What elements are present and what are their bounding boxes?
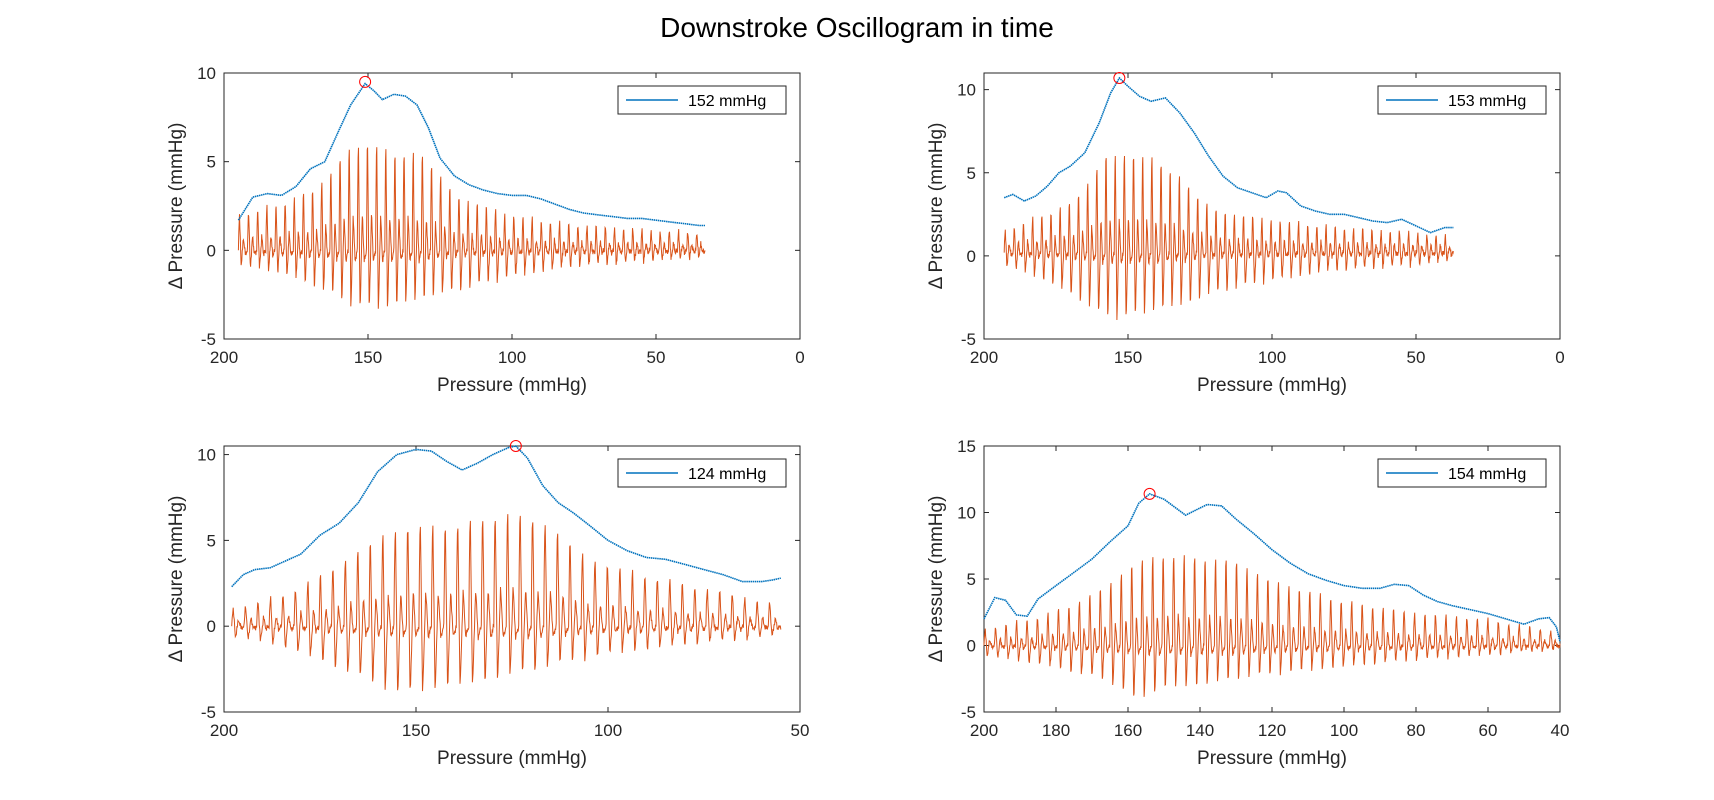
x-tick-label: 50 — [791, 721, 810, 740]
subplot-1: 200 150 100 50 0 -5 0 5 10 Pressure (mmHg) Δ Press… — [166, 64, 805, 396]
x-tick-label: 80 — [1407, 721, 1426, 740]
y-tick-label: 15 — [957, 437, 976, 456]
x-axis-label: Pressure (mmHg) — [437, 375, 587, 396]
y-axis-label: Δ Pressure (mmHg) — [926, 496, 947, 663]
y-tick-label: -5 — [201, 330, 216, 349]
oscillation-trace — [237, 147, 706, 309]
y-tick-label: 5 — [967, 164, 976, 183]
envelope-line — [237, 82, 705, 227]
y-tick-label: 5 — [967, 570, 976, 589]
axes-box — [983, 445, 1561, 713]
x-tick-label: 60 — [1479, 721, 1498, 740]
x-tick-label: 100 — [1330, 721, 1358, 740]
legend: 152 mmHg — [617, 85, 787, 115]
legend-label: 152 mmHg — [688, 93, 766, 110]
y-tick-label: 0 — [967, 247, 976, 266]
x-tick-label: 150 — [1114, 348, 1142, 367]
x-tick-label: 100 — [1258, 348, 1286, 367]
peak-marker — [509, 440, 522, 452]
y-tick-label: 10 — [197, 64, 216, 83]
legend-label: 154 mmHg — [1448, 466, 1526, 483]
legend: 124 mmHg — [617, 458, 787, 488]
x-axis-label: Pressure (mmHg) — [1197, 748, 1347, 769]
x-axis-label: Pressure (mmHg) — [437, 748, 587, 769]
y-tick-label: 10 — [197, 446, 216, 465]
x-tick-label: 150 — [402, 721, 430, 740]
x-tick-label: 50 — [647, 348, 666, 367]
peak-marker — [359, 75, 372, 88]
figure-title: Downstroke Oscillogram in time — [660, 12, 1054, 43]
x-tick-label: 100 — [498, 348, 526, 367]
y-tick-label: 10 — [957, 504, 976, 523]
x-tick-label: 0 — [1555, 348, 1564, 367]
axes-box — [223, 72, 801, 340]
y-axis-label: Δ Pressure (mmHg) — [166, 123, 187, 290]
x-tick-label: 40 — [1551, 721, 1570, 740]
envelope-line — [983, 492, 1561, 642]
x-tick-label: 0 — [795, 348, 804, 367]
subplot-3: 200 150 100 50 -5 0 5 10 Pressure (mmHg) Δ Pressu… — [166, 440, 810, 769]
x-tick-label: 200 — [970, 721, 998, 740]
x-tick-label: 200 — [970, 348, 998, 367]
oscillation-trace — [231, 514, 782, 692]
legend: 153 mmHg — [1377, 85, 1547, 115]
y-tick-label: 0 — [207, 617, 216, 636]
y-tick-label: -5 — [961, 330, 976, 349]
y-tick-label: -5 — [961, 703, 976, 722]
x-tick-label: 180 — [1042, 721, 1070, 740]
subplot-4: 200 180 160 140 120 100 80 60 40 -5 0 5 10 15 Pressure… — [926, 437, 1569, 769]
subplot-2: 200 150 100 50 0 -5 0 5 10 Pressure (mmHg) Δ Press… — [926, 71, 1565, 396]
x-tick-label: 100 — [594, 721, 622, 740]
x-tick-label: 150 — [354, 348, 382, 367]
x-tick-label: 140 — [1186, 721, 1214, 740]
peak-marker — [1113, 71, 1126, 84]
legend-label: 124 mmHg — [688, 466, 766, 483]
legend-label: 153 mmHg — [1448, 93, 1526, 110]
y-axis-label: Δ Pressure (mmHg) — [926, 123, 947, 290]
y-tick-label: 5 — [207, 531, 216, 550]
x-tick-label: 120 — [1258, 721, 1286, 740]
oscillation-trace — [983, 555, 1561, 697]
y-tick-label: 10 — [957, 81, 976, 100]
peak-marker — [1143, 487, 1156, 500]
y-axis-label: Δ Pressure (mmHg) — [166, 496, 187, 663]
legend: 154 mmHg — [1377, 458, 1547, 488]
x-tick-label: 160 — [1114, 721, 1142, 740]
oscillation-trace — [1003, 155, 1454, 321]
y-tick-label: 0 — [207, 241, 216, 260]
x-tick-label: 200 — [210, 348, 238, 367]
envelope-line — [1003, 76, 1454, 234]
y-tick-label: -5 — [201, 703, 216, 722]
y-tick-label: 0 — [967, 637, 976, 656]
x-tick-label: 50 — [1407, 348, 1426, 367]
x-tick-label: 200 — [210, 721, 238, 740]
x-axis-label: Pressure (mmHg) — [1197, 375, 1347, 396]
envelope-line — [231, 445, 781, 588]
y-tick-label: 5 — [207, 153, 216, 172]
